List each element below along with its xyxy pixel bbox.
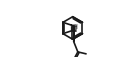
Text: N: N: [70, 25, 76, 33]
Text: H: H: [72, 23, 77, 29]
Text: N: N: [69, 24, 75, 32]
